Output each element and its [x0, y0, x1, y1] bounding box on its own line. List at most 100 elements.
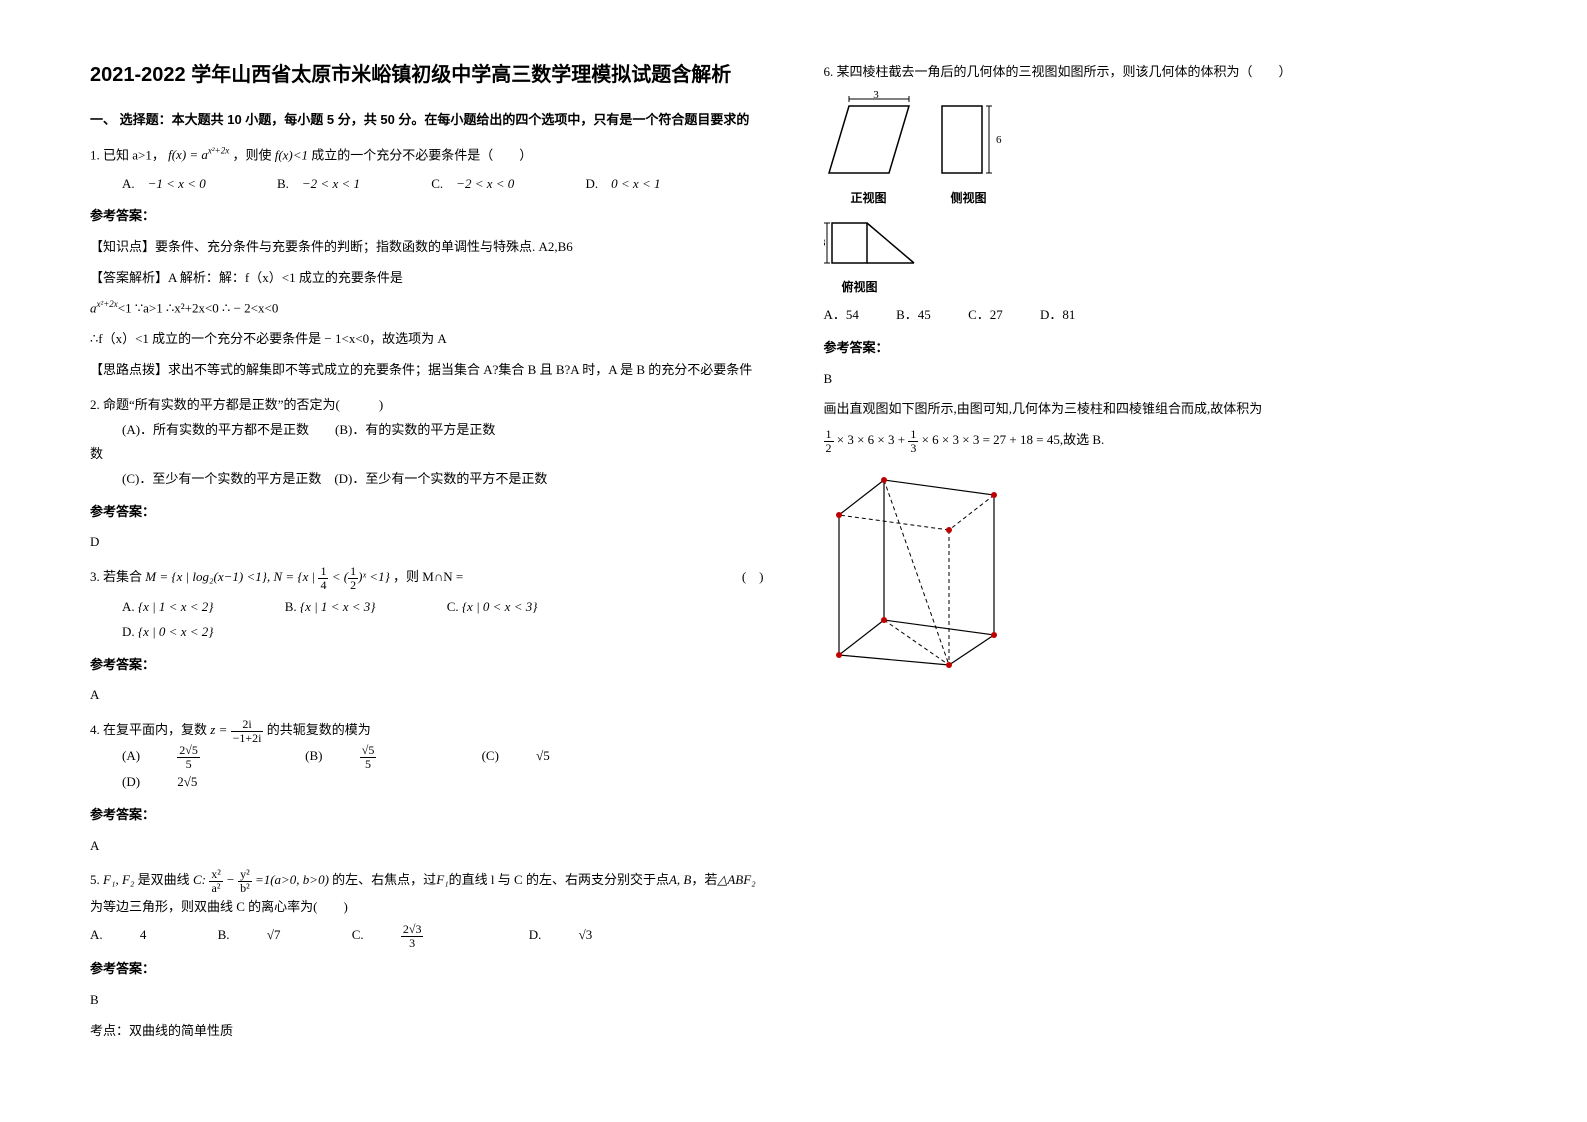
q1-fx-base: f(x) = a — [168, 147, 208, 162]
q4-z: z = — [210, 722, 230, 737]
q5-tri: △ABF₂ — [717, 872, 755, 887]
q2-shu: 数 — [90, 442, 764, 467]
q3-opt-b: B. {x | 1 < x < 3} — [285, 599, 410, 614]
q5-eq2: =1(a>0, b>0) — [252, 872, 329, 887]
q3-a: {x | 1 < x < 2} — [138, 599, 214, 614]
top-label: 俯视图 — [824, 276, 1498, 299]
question-6: 6. 某四棱柱截去一角后的几何体的三视图如图所示，则该几何体的体积为（ ） — [824, 60, 1498, 85]
q5-f12: F₁, F₂ — [103, 872, 134, 887]
top-view-svg: 3 — [824, 215, 924, 270]
q4-la: (A) — [122, 748, 140, 763]
q1-fx: f(x) = ax²+2x — [168, 147, 232, 162]
q5-cd: 3 — [401, 937, 424, 950]
q3-opt-d: D. {x | 0 < x < 2} — [122, 624, 247, 639]
q1-l3exp: x²+2x — [97, 299, 118, 309]
q5-hyd: b² — [238, 882, 252, 895]
q1-opt-b: B. −2 < x < 1 — [277, 176, 394, 191]
q5-sb: 是双曲线 — [134, 872, 193, 887]
q5-av: 4 — [140, 927, 147, 942]
side-label: 侧视图 — [934, 187, 1004, 210]
q5-sd: 的直线 l 与 C 的左、右两支分别交于点 — [449, 872, 669, 887]
q4-ad: 5 — [177, 758, 200, 771]
q3-paren: ( ) — [742, 565, 764, 590]
q1-fx-exp: x²+2x — [208, 146, 229, 156]
q5-opt-d: D. √3 — [529, 927, 627, 942]
q3-opt-a: A. {x | 1 < x < 2} — [122, 599, 247, 614]
q4-zfrac: 2i−1+2i — [231, 718, 264, 744]
q5-opt-c: C. 2√33 — [352, 927, 492, 942]
q6-e2: × 3 × 6 × 3 + — [834, 432, 909, 447]
section-heading: 一、 选择题：本大题共 10 小题，每小题 5 分，共 50 分。在每小题给出的… — [90, 108, 764, 133]
q5-ans-label: 参考答案： — [90, 957, 764, 982]
top-view: 3 俯视图 — [824, 215, 1498, 299]
q5-hxd: a² — [209, 882, 223, 895]
q5-options: A. 4 B. √7 C. 2√33 D. √3 — [90, 923, 764, 949]
q6-e4: ,故选 B. — [1060, 432, 1104, 447]
question-5: 5. F₁, F₂ 是双曲线 C: x²a² − y²b² =1(a>0, b>… — [90, 868, 764, 919]
q3-d: {x | 0 < x < 2} — [138, 624, 214, 639]
q5-sa: 5. — [90, 872, 103, 887]
q1-l3b: <1 ∵a>1 ∴x²+2x<0 ∴ − 2<x<0 — [118, 301, 279, 316]
q3-b: {x | 1 < x < 3} — [300, 599, 376, 614]
q1-exp-1: 【知识点】要条件、充分条件与充要条件的判断；指数函数的单调性与特殊点. A2,B… — [90, 235, 764, 260]
q6-exp1: 画出直观图如下图所示,由图可知,几何体为三棱柱和四棱锥组合而成,故体积为 — [824, 397, 1498, 422]
q3-f12d: 2 — [348, 579, 358, 592]
q1-exp-2: 【答案解析】A 解析：解：f（x）<1 成立的充要条件是 — [90, 266, 764, 291]
q4-ans: A — [90, 834, 764, 859]
q4-d: 2√5 — [177, 774, 197, 789]
q1-opt-a: A. −1 < x < 0 — [122, 176, 240, 191]
q5-ld: D. — [529, 927, 542, 942]
q4-opt-d: (D) 2√5 — [122, 774, 231, 789]
q3-f14d: 4 — [318, 579, 328, 592]
page-title: 2021-2022 学年山西省太原市米峪镇初级中学高三数学理模拟试题含解析 — [90, 60, 764, 90]
q5-sf: 为等边三角形，则双曲线 C 的离心率为( ) — [90, 899, 348, 914]
q5-minus: − — [223, 872, 238, 887]
q5-c: C: — [193, 872, 209, 887]
q4-opt-a: (A) 2√55 — [122, 748, 268, 763]
q3-opt-c: C. {x | 0 < x < 3} — [447, 599, 572, 614]
q6-ca: 1 — [824, 428, 834, 442]
q1-c-text: −2 < x < 0 — [456, 176, 514, 191]
q3-n2: < ( — [328, 569, 348, 584]
q5-se: ，若 — [691, 872, 717, 887]
q4-c: √5 — [536, 748, 550, 763]
q6-calc: 12 × 3 × 6 × 3 + 13 × 6 × 3 × 3 = 27 + 1… — [824, 428, 1498, 454]
q4-options: (A) 2√55 (B) √55 (C) √5 (D) 2√5 — [90, 744, 764, 795]
side-view: 6 侧视图 — [934, 85, 1004, 210]
q3-c: {x | 0 < x < 3} — [462, 599, 538, 614]
q4-opt-b: (B) √55 — [305, 748, 444, 763]
q2-opts-cd: (C)．至少有一个实数的平方是正数 (D)．至少有一个实数的平方不是正数 — [90, 467, 764, 492]
q5-hyn: y² — [238, 868, 252, 882]
q4-bd: 5 — [360, 758, 377, 771]
dim-3: 3 — [873, 91, 879, 101]
q6-cb: 2 — [824, 442, 834, 455]
q5-hx: x²a² — [209, 868, 223, 894]
q6-solid-figure — [824, 460, 1044, 670]
front-view-svg: 3 — [824, 91, 914, 181]
q1-exp-4: ∴f（x）<1 成立的一个充分不必要条件是 − 1<x<0，故选项为 A — [90, 327, 764, 352]
q3-frac12: 12 — [348, 565, 358, 591]
q4-an: 2√5 — [177, 744, 200, 758]
question-1: 1. 已知 a>1， f(x) = ax²+2x ，则使 f(x)<1 成立的一… — [90, 143, 764, 168]
q2-ans: D — [90, 530, 764, 555]
dim-6: 6 — [996, 134, 1002, 146]
q1-opt-d: D. 0 < x < 1 — [586, 176, 695, 191]
q4-stem-b: 的共轭复数的模为 — [267, 722, 371, 737]
q4-zd: −1+2i — [231, 732, 264, 745]
question-3: 3. 若集合 M = {x | log₂(x−1) <1}, N = {x | … — [90, 565, 764, 591]
q6-d: D．81 — [1040, 307, 1075, 322]
q3-ans: A — [90, 683, 764, 708]
front-view: 3 正视图 — [824, 85, 914, 210]
q4-ld: (D) — [122, 774, 140, 789]
q6-a: A．54 — [824, 307, 859, 322]
q4-stem-a: 4. 在复平面内，复数 — [90, 722, 207, 737]
q5-lb: B. — [218, 927, 230, 942]
q4-lc: (C) — [482, 748, 499, 763]
q5-kp: 考点：双曲线的简单性质 — [90, 1019, 764, 1044]
q5-cn: 2√3 — [401, 923, 424, 937]
q5-bv: √7 — [267, 927, 281, 942]
q3-f12n: 1 — [348, 565, 358, 579]
side-view-svg: 6 — [934, 91, 1004, 181]
q4-bn: √5 — [360, 744, 377, 758]
q1-opt-c: C. −2 < x < 0 — [431, 176, 548, 191]
